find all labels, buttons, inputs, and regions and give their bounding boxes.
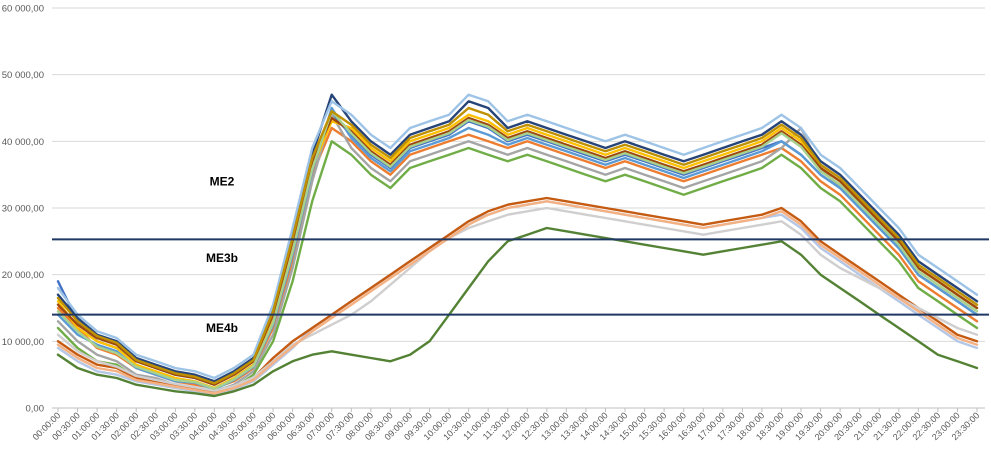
y-tick-label: 50 000,00 bbox=[2, 70, 44, 81]
y-tick-label: 20 000,00 bbox=[2, 270, 44, 281]
annotation-me3b: ME3b bbox=[206, 251, 238, 265]
y-tick-label: 60 000,00 bbox=[2, 4, 44, 15]
series-line-15 bbox=[56, 110, 979, 390]
series-line-8 bbox=[56, 116, 979, 386]
annotation-me2: ME2 bbox=[210, 174, 235, 188]
y-tick-label: 10 000,00 bbox=[2, 337, 44, 348]
series-line-9 bbox=[56, 200, 979, 396]
series-line-16 bbox=[56, 106, 979, 385]
annotations: ME2 ME3b ME4b bbox=[206, 174, 238, 335]
series-line-12 bbox=[56, 206, 979, 392]
y-axis: 0,00 10 000,00 20 000,00 30 000,00 40 000,00… bbox=[2, 4, 44, 415]
annotation-me4b: ME4b bbox=[206, 321, 238, 335]
series-line-7 bbox=[56, 93, 979, 383]
series-line-1 bbox=[56, 113, 979, 386]
threshold-lines bbox=[52, 238, 989, 316]
series-lines bbox=[56, 93, 979, 398]
y-tick-label: 30 000,00 bbox=[2, 204, 44, 215]
series-line-11 bbox=[56, 196, 979, 393]
y-tick-label: 0,00 bbox=[26, 404, 45, 415]
y-tick-label: 40 000,00 bbox=[2, 137, 44, 148]
series-line-4 bbox=[56, 113, 979, 390]
x-axis: 00:00:0000:30:0001:00:0001:30:0002:00:00… bbox=[31, 408, 981, 442]
series-line-13 bbox=[56, 200, 979, 395]
series-line-10 bbox=[56, 226, 979, 398]
series-line-14 bbox=[56, 93, 979, 380]
